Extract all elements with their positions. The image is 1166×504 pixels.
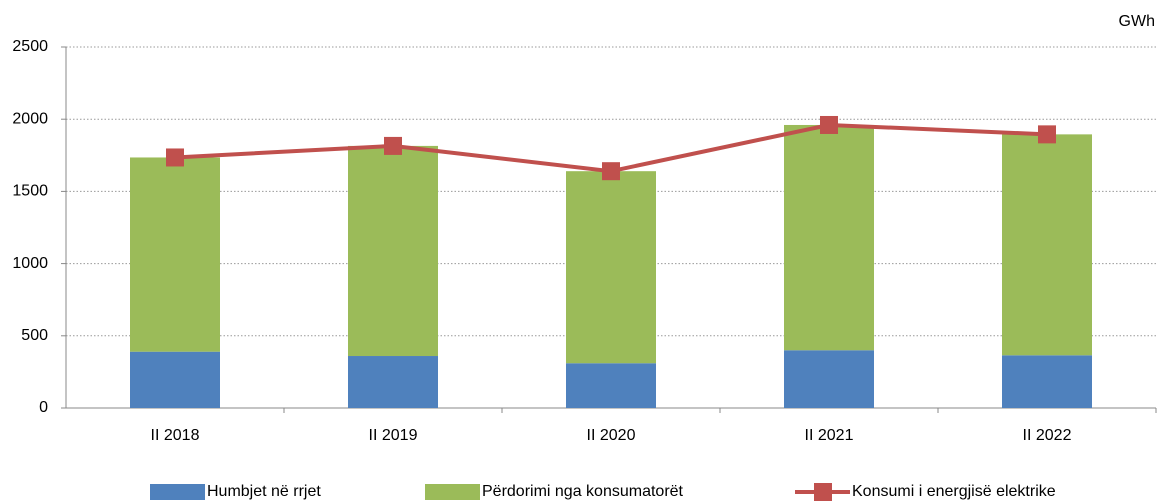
line-marker bbox=[166, 148, 184, 167]
y-tick-label: 500 bbox=[21, 327, 48, 344]
y-tick-label: 0 bbox=[39, 399, 48, 416]
legend-swatch bbox=[150, 484, 205, 500]
bar bbox=[348, 356, 438, 408]
legend-swatch bbox=[425, 484, 480, 500]
y-tick-label: 2000 bbox=[12, 110, 48, 127]
line-marker bbox=[820, 115, 838, 134]
line-marker bbox=[602, 162, 620, 181]
bar bbox=[784, 350, 874, 408]
x-tick-label: II 2022 bbox=[1023, 427, 1072, 444]
bar bbox=[566, 363, 656, 408]
y-tick-label: 1500 bbox=[12, 183, 48, 200]
legend-label: Konsumi i energjisë elektrike bbox=[852, 483, 1056, 500]
bar bbox=[1002, 355, 1092, 408]
x-tick-label: II 2021 bbox=[805, 427, 854, 444]
legend-label: Përdorimi nga konsumatorët bbox=[482, 483, 684, 500]
bar bbox=[1002, 134, 1092, 356]
unit-label: GWh bbox=[1119, 13, 1155, 30]
legend-marker bbox=[814, 483, 832, 501]
x-tick-label: II 2020 bbox=[587, 427, 636, 444]
line-marker bbox=[384, 136, 402, 155]
line-marker bbox=[1038, 125, 1056, 144]
x-tick-label: II 2018 bbox=[151, 427, 200, 444]
bar bbox=[130, 157, 220, 352]
bar bbox=[784, 124, 874, 351]
y-tick-label: 1000 bbox=[12, 255, 48, 272]
x-tick-label: II 2019 bbox=[369, 427, 418, 444]
y-tick-label: 2500 bbox=[12, 38, 48, 55]
bar bbox=[130, 351, 220, 408]
bar bbox=[348, 145, 438, 357]
legend-label: Humbjet në rrjet bbox=[207, 483, 321, 500]
bar bbox=[566, 171, 656, 364]
